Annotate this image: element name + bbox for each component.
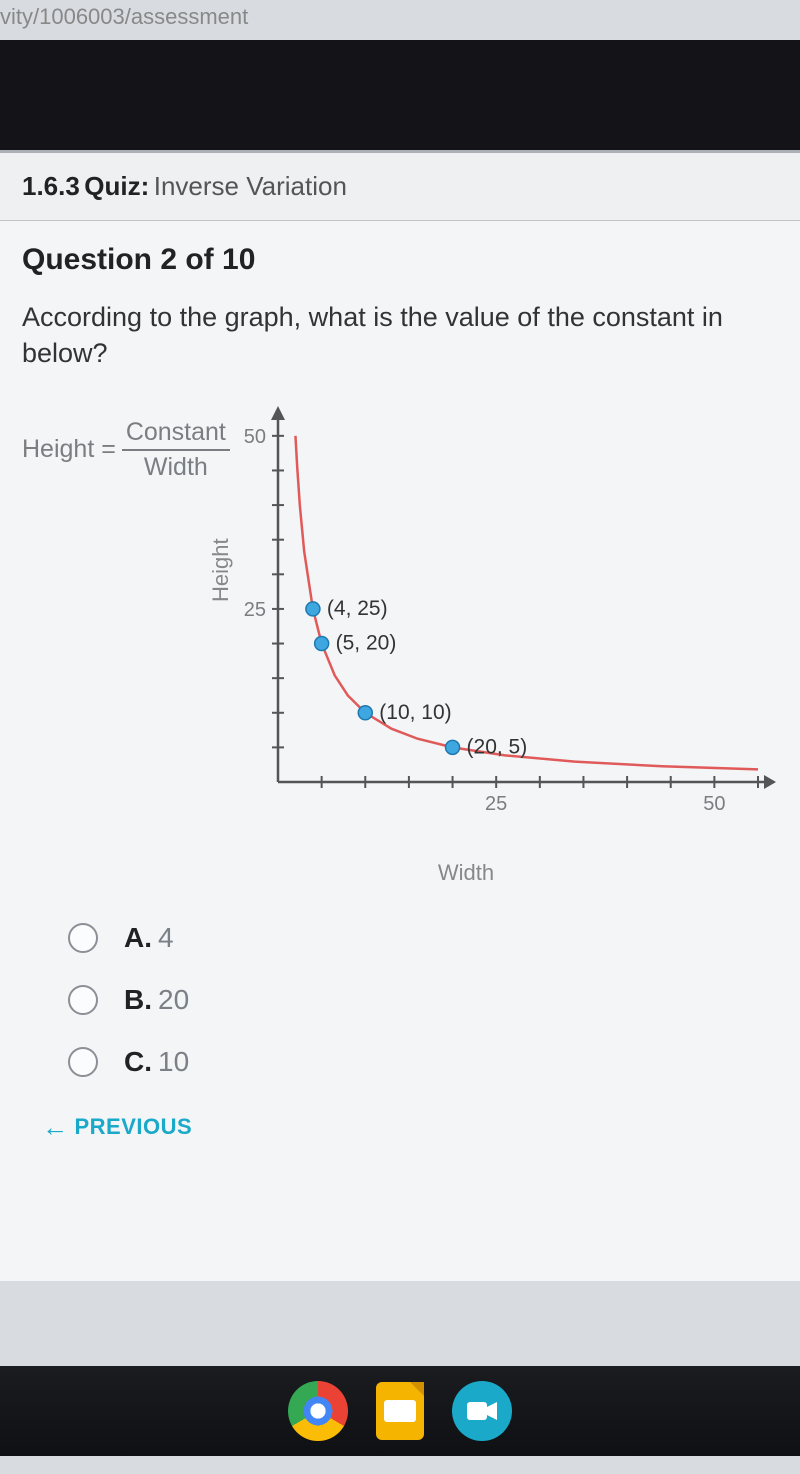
radio-icon <box>68 923 98 953</box>
quiz-label: Quiz: <box>84 171 149 201</box>
radio-icon <box>68 1047 98 1077</box>
quiz-title: Inverse Variation <box>154 171 347 201</box>
formula-lhs: Height = <box>22 435 116 464</box>
question-content: Question 2 of 10 According to the graph,… <box>0 221 800 1281</box>
svg-text:50: 50 <box>244 426 266 448</box>
taskbar <box>0 1366 800 1456</box>
quiz-header: 1.6.3 Quiz: Inverse Variation <box>0 150 800 221</box>
formula-fraction: Constant Width <box>122 418 230 482</box>
option-value: 10 <box>158 1046 189 1078</box>
option-value: 4 <box>158 922 174 954</box>
previous-button[interactable]: ← PREVIOUS <box>42 1112 192 1143</box>
figure-row: Height = Constant Width 25 50 25 50 (4, 25) (… <box>22 402 778 882</box>
chart: 25502550(4, 25)(5, 20)(10, 10)(20, 5) He… <box>238 402 778 882</box>
option-value: 20 <box>158 984 189 1016</box>
svg-text:(4, 25): (4, 25) <box>327 597 388 620</box>
chrome-icon[interactable] <box>288 1381 348 1441</box>
option-C[interactable]: C.10 <box>68 1046 778 1078</box>
svg-text:25: 25 <box>244 599 266 621</box>
formula-denominator: Width <box>144 451 208 482</box>
url-fragment: vity/1006003/assessment <box>0 0 800 40</box>
top-band <box>0 40 800 150</box>
svg-text:(5, 20): (5, 20) <box>336 631 397 654</box>
svg-text:50: 50 <box>703 793 725 815</box>
option-letter: C. <box>124 1046 152 1078</box>
option-A[interactable]: A.4 <box>68 922 778 954</box>
svg-text:(20, 5): (20, 5) <box>466 735 527 758</box>
meet-icon[interactable] <box>452 1381 512 1441</box>
answer-options: A.4B.20C.10 <box>22 922 778 1078</box>
option-letter: B. <box>124 984 152 1016</box>
svg-text:(10, 10): (10, 10) <box>379 701 451 724</box>
svg-text:25: 25 <box>485 793 507 815</box>
arrow-left-icon: ← <box>42 1112 69 1143</box>
question-line-1: According to the graph, what is the valu… <box>22 302 723 332</box>
formula: Height = Constant Width <box>22 418 230 482</box>
question-counter: Question 2 of 10 <box>22 243 778 277</box>
radio-icon <box>68 985 98 1015</box>
quiz-number: 1.6.3 <box>22 171 80 201</box>
y-axis-label: Height <box>208 538 234 602</box>
chart-svg: 25 50 25 50 (4, 25) (5, 20) (10, 10) (20, 5) <box>238 402 778 842</box>
option-letter: A. <box>124 922 152 954</box>
question-line-2: below? <box>22 338 108 368</box>
formula-numerator: Constant <box>122 418 230 451</box>
question-text: According to the graph, what is the valu… <box>22 299 778 372</box>
slides-icon[interactable] <box>376 1382 424 1440</box>
x-axis-label: Width <box>438 860 494 886</box>
option-B[interactable]: B.20 <box>68 984 778 1016</box>
previous-label: PREVIOUS <box>75 1114 193 1140</box>
